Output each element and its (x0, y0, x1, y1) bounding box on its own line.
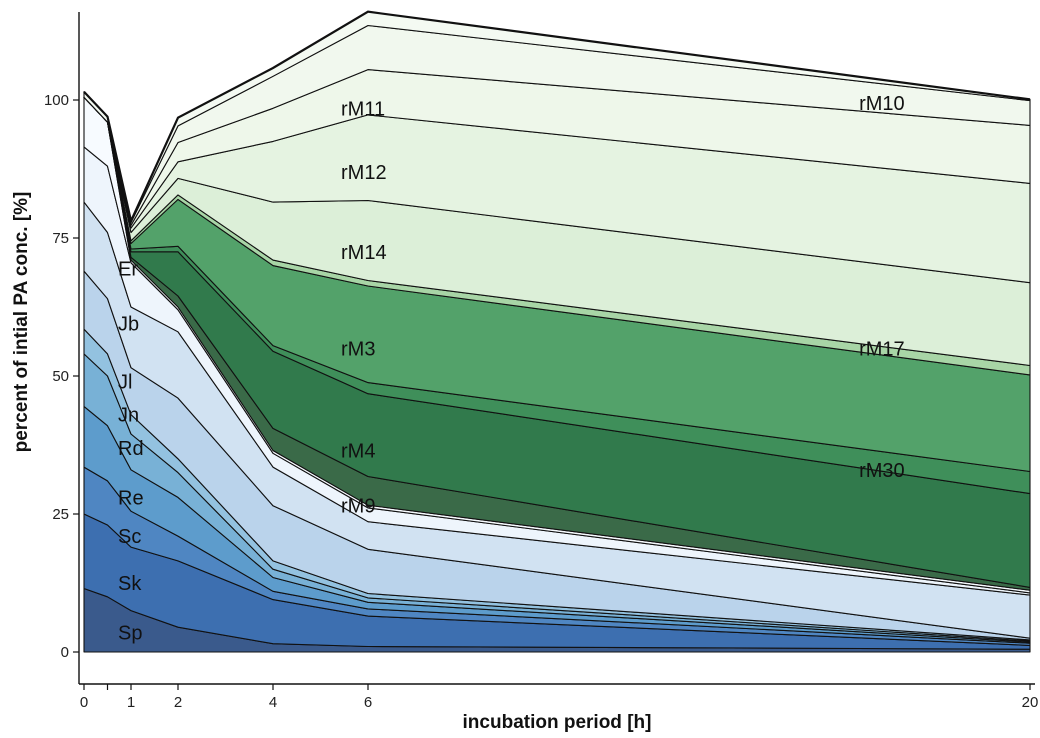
area-label-rm9: rM9 (341, 496, 375, 518)
area-label-sc: Sc (118, 526, 141, 548)
area-label-sp: Sp (118, 623, 142, 645)
axes: 0 1 2 4 6 20 0 25 50 75 100 incubation period [h]… (11, 12, 1038, 733)
area-label-jn: Jn (118, 405, 139, 427)
area-labels: Sp Sk Sc Re Rd Jn Jl Jb Er rM9 rM4 rM3 rM14 rM12 rM11 r… (118, 93, 905, 645)
y-tick-label: 100 (44, 92, 69, 109)
area-label-rm3: rM3 (341, 338, 375, 360)
area-label-rm30: rM30 (859, 460, 905, 482)
area-label-rm14: rM14 (341, 242, 387, 264)
x-tick-label: 2 (174, 694, 182, 711)
area-label-re: Re (118, 487, 144, 509)
x-tick-label: 1 (127, 694, 135, 711)
x-tick-label: 6 (364, 694, 372, 711)
y-tick-label: 0 (61, 644, 69, 661)
area-bands (83, 10, 1031, 653)
area-label-jl: Jl (118, 372, 132, 394)
area-label-sk: Sk (118, 573, 142, 595)
area-label-rm10: rM10 (859, 93, 905, 115)
area-label-er: Er (118, 258, 138, 280)
area-label-rm17: rM17 (859, 338, 905, 360)
x-axis-ticks: 0 1 2 4 6 20 (80, 684, 1039, 711)
x-axis-title: incubation period [h] (463, 712, 652, 733)
y-axis-title: percent of intial PA conc. [%] (11, 192, 32, 453)
x-tick-label: 4 (269, 694, 277, 711)
y-tick-label: 75 (52, 230, 69, 247)
y-tick-label: 25 (52, 506, 69, 523)
y-axis-ticks: 0 25 50 75 100 (44, 92, 79, 661)
area-label-rm12: rM12 (341, 162, 387, 184)
x-tick-label: 0 (80, 694, 88, 711)
total-outline (83, 10, 1031, 225)
x-tick-label: 20 (1022, 694, 1039, 711)
y-tick-label: 50 (52, 368, 69, 385)
area-label-jb: Jb (118, 314, 139, 336)
area-label-rm11: rM11 (341, 98, 385, 120)
area-label-rd: Rd (118, 438, 144, 460)
area-label-rm4: rM4 (341, 441, 375, 463)
